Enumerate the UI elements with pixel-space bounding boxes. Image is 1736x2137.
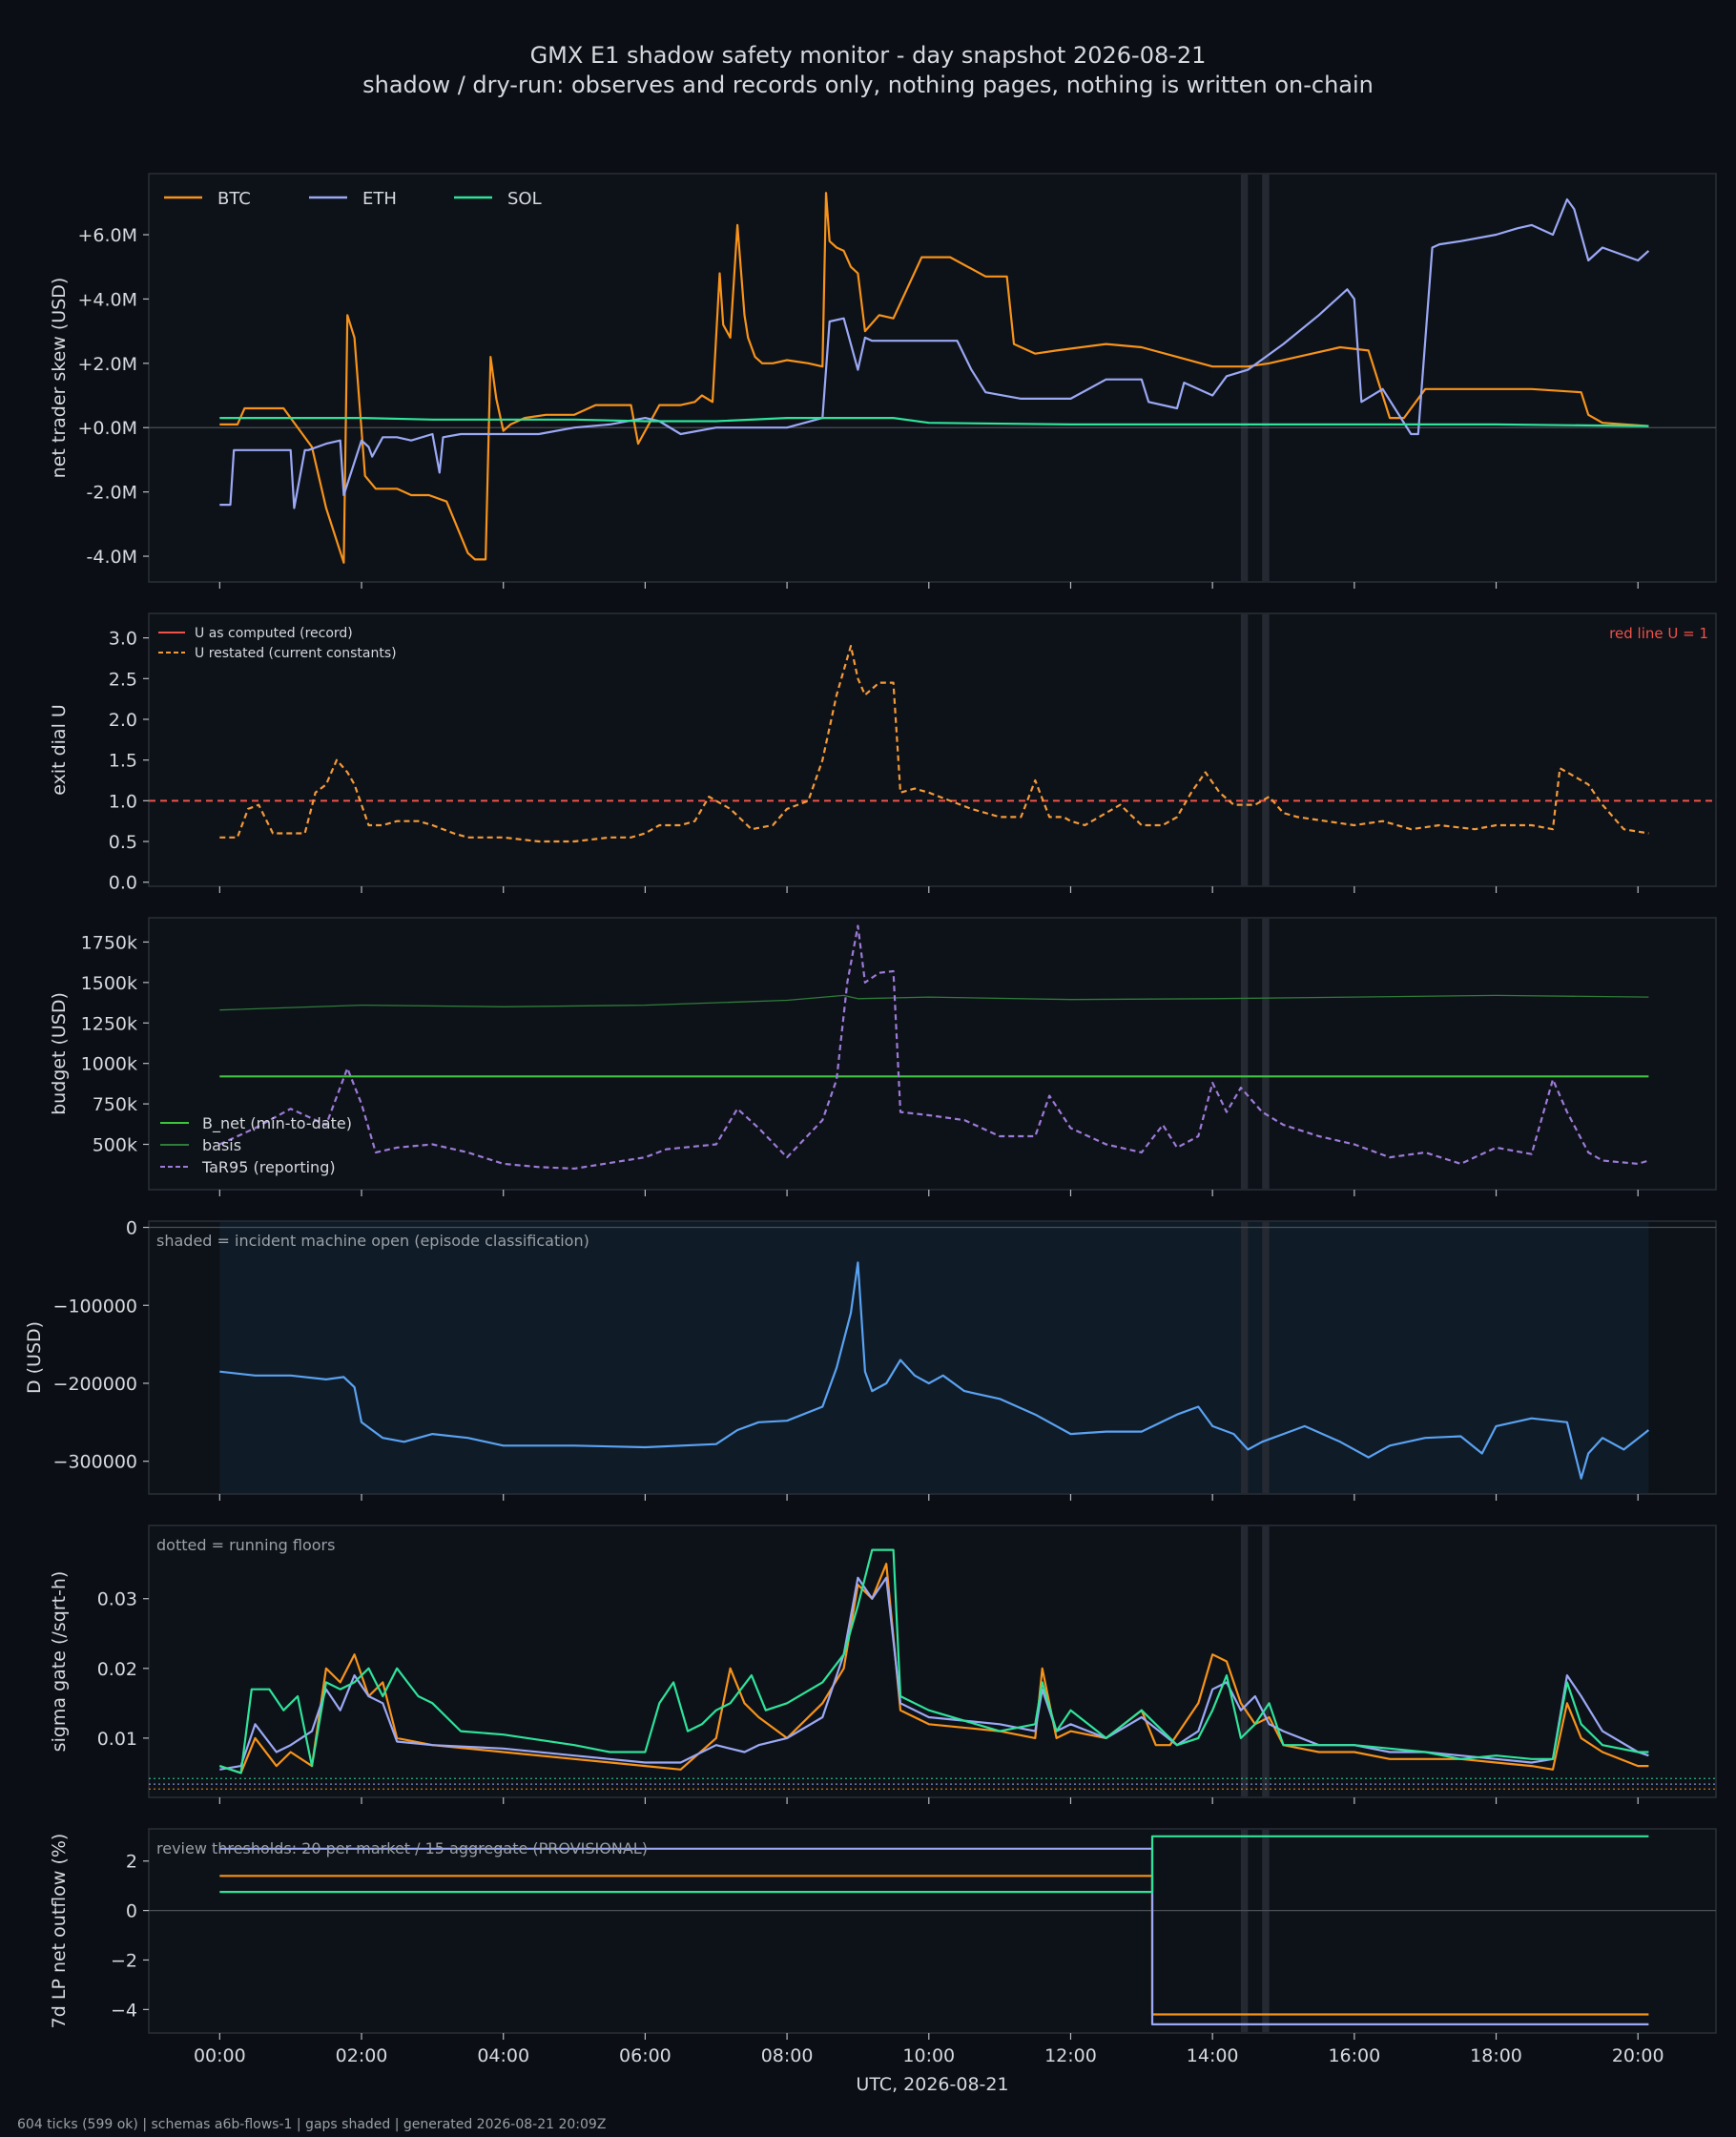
chart-panels: -4.0M -2.0M +0.0M +2.0M +4.0M +6.0M net trader…	[24, 173, 1717, 2095]
x-tick-label: 02:00	[336, 2045, 388, 2066]
plot-area	[148, 1525, 1717, 1798]
series-line-sol	[219, 1835, 1649, 1894]
y-axis-label: 7d LP net outflow (%)	[49, 1834, 70, 2029]
panel-annotation: dotted = running floors	[156, 1536, 335, 1554]
series-line-basis	[219, 994, 1649, 1011]
y-tick-label: −100000	[53, 1296, 137, 1317]
y-tick-label: 2	[126, 1852, 137, 1873]
gap-band	[1240, 1830, 1249, 2032]
gap-band	[1262, 614, 1270, 885]
legend-label: basis	[202, 1136, 241, 1154]
legend-label: B_net (min-to-date)	[202, 1114, 352, 1133]
y-tick-label: -2.0M	[87, 483, 137, 504]
y-tick-label: 1000k	[81, 1054, 137, 1075]
y-axis-label: net trader skew (USD)	[49, 278, 70, 479]
x-tick-label: 12:00	[1044, 2045, 1097, 2066]
y-tick-label: 2.0	[109, 710, 137, 731]
panel-budget: 500k 750k 1000k 1250k 1500k 1750k budget (USD)…	[49, 917, 1717, 1196]
x-axis-label: UTC, 2026-08-21	[856, 2074, 1008, 2095]
y-tick-label: −4	[111, 2000, 137, 2021]
y-tick-label: 1.0	[109, 791, 137, 812]
series-line-btc	[219, 192, 1649, 564]
y-tick-label: 750k	[93, 1094, 137, 1115]
y-tick-label: 0.03	[97, 1589, 137, 1610]
gap-band	[1240, 175, 1249, 581]
gap-band	[1240, 614, 1249, 885]
gap-band	[1262, 175, 1270, 581]
plot-area	[148, 1828, 1717, 2034]
y-tick-label: 0.02	[97, 1659, 137, 1680]
x-tick-label: 18:00	[1470, 2045, 1522, 2066]
plot-area	[148, 173, 1717, 583]
legend-label: U as computed (record)	[195, 626, 353, 641]
panel-annotation: shaded = incident machine open (episode …	[156, 1232, 589, 1250]
footer-status: 604 ticks (599 ok) | schemas a6b-flows-1…	[17, 2117, 606, 2132]
panel-exit-dial: 0.0 0.5 1.0 1.5 2.0 2.5 3.0 exit dial U red line…	[49, 612, 1717, 894]
plot-area	[148, 917, 1717, 1191]
series-line-eth	[219, 197, 1650, 509]
figure-title: GMX E1 shadow safety monitor - day snaps…	[530, 42, 1207, 69]
y-axis-label: sigma gate (/sqrt-h)	[49, 1571, 70, 1753]
y-tick-label: 0	[126, 1901, 137, 1922]
y-axis-label: budget (USD)	[49, 992, 70, 1115]
y-tick-label: +0.0M	[77, 418, 137, 439]
x-tick-label: 16:00	[1328, 2045, 1380, 2066]
gap-band	[1262, 1830, 1270, 2032]
y-tick-label: 1500k	[81, 973, 137, 994]
series-line-sol	[219, 417, 1649, 427]
series-line-tar95-reporting-	[218, 924, 1649, 1171]
gap-band	[1262, 919, 1270, 1189]
x-tick-label: 06:00	[619, 2045, 672, 2066]
y-tick-label: 3.0	[109, 629, 137, 650]
y-tick-label: 0.01	[97, 1729, 137, 1750]
y-tick-label: 1250k	[81, 1013, 137, 1034]
panel-skew: -4.0M -2.0M +0.0M +2.0M +4.0M +6.0M net trader…	[49, 173, 1717, 589]
gap-band	[1240, 919, 1249, 1189]
y-tick-label: 1750k	[81, 932, 137, 953]
y-axis-label: exit dial U	[49, 704, 70, 796]
gap-band	[1262, 1222, 1270, 1493]
x-tick-label: 04:00	[477, 2045, 529, 2066]
series-line-d	[219, 1261, 1650, 1480]
series-line-btc	[218, 1563, 1649, 1774]
plot-area	[148, 612, 1717, 887]
legend-label: TaR95 (reporting)	[201, 1158, 336, 1176]
y-tick-label: 500k	[93, 1135, 137, 1156]
legend-label: U restated (current constants)	[195, 646, 397, 661]
y-tick-label: 0.0	[109, 873, 137, 894]
y-tick-label: 2.5	[109, 669, 137, 690]
panel-annotation: red line U = 1	[1609, 625, 1708, 642]
legend-label: BTC	[217, 189, 251, 209]
y-tick-label: +6.0M	[77, 225, 137, 246]
legend-label: SOL	[507, 189, 542, 209]
panel-sigma-gate: 0.01 0.02 0.03 sigma gate (/sqrt-h) dotted =…	[49, 1525, 1717, 1804]
series-line-eth	[219, 1847, 1649, 2025]
series-line-sol	[218, 1548, 1649, 1774]
y-tick-label: +2.0M	[77, 354, 137, 375]
y-tick-label: 1.5	[109, 751, 137, 772]
x-tick-label: 14:00	[1187, 2045, 1239, 2066]
incident-shading	[219, 1222, 1649, 1493]
y-tick-label: -4.0M	[87, 547, 137, 568]
y-tick-label: +4.0M	[77, 289, 137, 310]
y-axis-label: D (USD)	[24, 1321, 45, 1394]
y-tick-label: −200000	[53, 1374, 137, 1395]
figure-subtitle: shadow / dry-run: observes and records o…	[362, 72, 1374, 98]
y-tick-label: 0.5	[109, 832, 137, 853]
x-tick-label: 00:00	[194, 2045, 246, 2066]
panel-annotation: review thresholds: 20 per market / 15 ag…	[156, 1839, 648, 1857]
y-tick-label: −2	[111, 1950, 137, 1971]
panel-lp-outflow: −4 −2 0 2 00:00 02:00 04:00 06:00 08:00 10:00 12:0…	[49, 1828, 1717, 2095]
x-tick-label: 08:00	[761, 2045, 814, 2066]
legend-label: ETH	[362, 189, 397, 209]
gap-band	[1240, 1222, 1249, 1493]
x-tick-label: 20:00	[1612, 2045, 1664, 2066]
y-tick-label: −300000	[53, 1452, 137, 1473]
x-tick-label: 10:00	[902, 2045, 955, 2066]
gap-band	[1262, 1526, 1270, 1796]
gap-band	[1240, 1526, 1249, 1796]
panel-d-usd: −300000 −200000 −100000 0 D (USD) shaded = in…	[24, 1218, 1717, 1501]
y-tick-label: 0	[126, 1218, 137, 1239]
